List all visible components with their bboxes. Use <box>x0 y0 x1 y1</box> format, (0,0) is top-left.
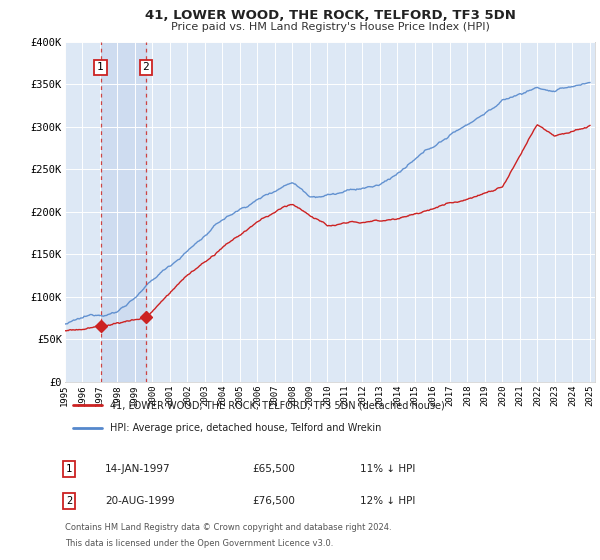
Text: Contains HM Land Registry data © Crown copyright and database right 2024.: Contains HM Land Registry data © Crown c… <box>65 523 391 532</box>
Text: 14-JAN-1997: 14-JAN-1997 <box>105 464 170 474</box>
Text: 11% ↓ HPI: 11% ↓ HPI <box>360 464 415 474</box>
Text: 1: 1 <box>97 63 104 72</box>
Text: Price paid vs. HM Land Registry's House Price Index (HPI): Price paid vs. HM Land Registry's House … <box>170 22 490 32</box>
Text: 41, LOWER WOOD, THE ROCK, TELFORD, TF3 5DN (detached house): 41, LOWER WOOD, THE ROCK, TELFORD, TF3 5… <box>110 400 445 410</box>
Text: 2: 2 <box>66 496 72 506</box>
Text: 41, LOWER WOOD, THE ROCK, TELFORD, TF3 5DN: 41, LOWER WOOD, THE ROCK, TELFORD, TF3 5… <box>145 8 515 22</box>
Text: 12% ↓ HPI: 12% ↓ HPI <box>360 496 415 506</box>
Text: £65,500: £65,500 <box>252 464 295 474</box>
Text: 1: 1 <box>66 464 72 474</box>
Text: This data is licensed under the Open Government Licence v3.0.: This data is licensed under the Open Gov… <box>65 539 333 548</box>
Text: 20-AUG-1999: 20-AUG-1999 <box>105 496 175 506</box>
Text: HPI: Average price, detached house, Telford and Wrekin: HPI: Average price, detached house, Telf… <box>110 423 382 433</box>
Text: 2: 2 <box>142 63 149 72</box>
Bar <box>101 42 146 382</box>
Text: £76,500: £76,500 <box>252 496 295 506</box>
